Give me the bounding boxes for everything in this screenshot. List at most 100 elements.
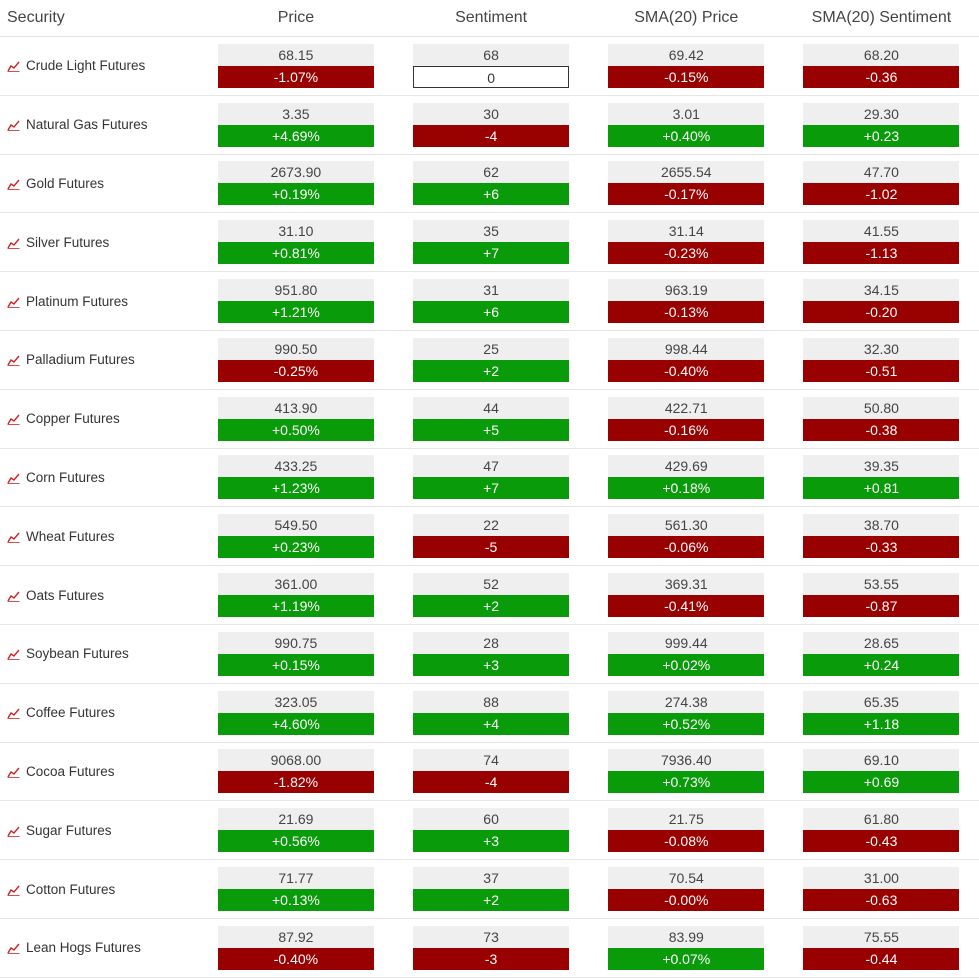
sma-price-value: 2655.54	[608, 161, 765, 184]
table-row[interactable]: Coffee Futures 323.05 +4.60% 88 +4 274.38 +0.5…	[0, 684, 979, 743]
chart-icon[interactable]	[7, 178, 20, 190]
sentiment-cell: 74 -4	[394, 749, 589, 794]
table-row[interactable]: Silver Futures 31.10 +0.81% 35 +7 31.14 -0.23%…	[0, 213, 979, 273]
security-name[interactable]: Sugar Futures	[26, 822, 112, 838]
security-name[interactable]: Cotton Futures	[26, 881, 116, 897]
security-name[interactable]: Coffee Futures	[26, 705, 116, 721]
sma-price-value: 999.44	[608, 631, 765, 654]
security-cell[interactable]: Crude Light Futures	[0, 58, 198, 73]
table-row[interactable]: Lean Hogs Futures 87.92 -0.40% 73 -3 83.99 +0.…	[0, 919, 979, 978]
security-cell[interactable]: Sugar Futures	[0, 823, 198, 838]
header-security[interactable]: Security	[7, 9, 65, 26]
chart-icon[interactable]	[7, 590, 20, 602]
table-row[interactable]: Crude Light Futures 68.15 -1.07% 68 0 69.42 -0…	[0, 37, 979, 96]
table-row[interactable]: Natural Gas Futures 3.35 +4.69% 30 -4 3.01 +0.…	[0, 96, 979, 155]
security-name[interactable]: Crude Light Futures	[26, 58, 146, 74]
security-cell[interactable]: Palladium Futures	[0, 352, 198, 367]
price-stack: 68.15 -1.07%	[217, 43, 374, 88]
security-cell[interactable]: Oats Futures	[0, 588, 198, 603]
sma-price-cell: 274.38 +0.52%	[589, 690, 784, 735]
price-change-badge: -0.40%	[217, 947, 374, 970]
chart-icon[interactable]	[7, 472, 20, 484]
security-name[interactable]: Soybean Futures	[26, 646, 129, 662]
table-row[interactable]: Cotton Futures 71.77 +0.13% 37 +2 70.54 -0.00%…	[0, 860, 979, 919]
security-cell[interactable]: Corn Futures	[0, 470, 198, 485]
security-name[interactable]: Gold Futures	[26, 175, 105, 191]
security-cell[interactable]: Natural Gas Futures	[0, 117, 198, 132]
price-change-badge: +1.21%	[217, 301, 374, 324]
table-row[interactable]: Sugar Futures 21.69 +0.56% 60 +3 21.75 -0.08% 6…	[0, 801, 979, 861]
sma-price-value: 69.42	[608, 43, 765, 66]
table-row[interactable]: Palladium Futures 990.50 -0.25% 25 +2 998.44-…	[0, 331, 979, 390]
header-price[interactable]: Price	[277, 9, 315, 26]
security-cell[interactable]: Cocoa Futures	[0, 764, 198, 779]
table-row[interactable]: Oats Futures 361.00 +1.19% 52 +2 369.31 -0.41%…	[0, 566, 979, 625]
table-row[interactable]: Gold Futures 2673.90 +0.19% 62 +6 2655.54 -0.1…	[0, 155, 979, 214]
security-cell[interactable]: Coffee Futures	[0, 705, 198, 720]
chart-icon[interactable]	[7, 825, 20, 837]
sma-price-change-badge: +0.18%	[608, 477, 765, 500]
sentiment-change-badge: +3	[413, 653, 570, 676]
security-cell[interactable]: Wheat Futures	[0, 529, 198, 544]
price-cell: 9068.00 -1.82%	[198, 749, 393, 794]
security-cell[interactable]: Gold Futures	[0, 176, 198, 191]
header-sma-sentiment[interactable]: SMA(20) Sentiment	[811, 9, 952, 26]
table-row[interactable]: Soybean Futures 990.75 +0.15% 28 +3 999.44 +0.…	[0, 625, 979, 684]
table-row[interactable]: Platinum Futures 951.80 +1.21% 31 +6 963.19 -0…	[0, 272, 979, 331]
security-name[interactable]: Lean Hogs Futures	[26, 940, 141, 956]
price-stack: 990.75 +0.15%	[217, 631, 374, 676]
security-cell[interactable]: Soybean Futures	[0, 646, 198, 661]
chart-icon[interactable]	[7, 707, 20, 720]
security-name[interactable]: Platinum Futures	[26, 293, 129, 309]
security-name[interactable]: Cocoa Futures	[26, 763, 115, 779]
sma-price-cell: 70.54 -0.00%	[589, 867, 784, 912]
table-row[interactable]: Corn Futures 433.25 +1.23% 47 +7 429.69 +0.18%…	[0, 449, 979, 508]
sma-sentiment-change-badge: -0.33	[803, 536, 960, 559]
security-name[interactable]: Palladium Futures	[26, 352, 135, 368]
sma-price-stack: 21.75 -0.08%	[608, 808, 765, 853]
security-name[interactable]: Copper Futures	[26, 411, 120, 427]
price-cell: 21.69 +0.56%	[198, 808, 393, 853]
security-name[interactable]: Corn Futures	[26, 469, 105, 485]
security-cell[interactable]: Copper Futures	[0, 411, 198, 426]
chart-icon[interactable]	[7, 354, 20, 367]
table-row[interactable]: Wheat Futures 549.50 +0.23% 22 -5 561.30 -0.06…	[0, 507, 979, 567]
chart-icon[interactable]	[7, 237, 20, 249]
price-change-badge: +0.50%	[217, 418, 374, 441]
price-value: 361.00	[217, 573, 374, 596]
security-cell[interactable]: Platinum Futures	[0, 294, 198, 309]
chart-icon[interactable]	[7, 413, 20, 426]
sentiment-cell: 30 -4	[394, 102, 589, 147]
sma-price-value: 998.44	[608, 337, 765, 360]
price-value: 87.92	[217, 925, 374, 948]
security-name[interactable]: Natural Gas Futures	[26, 117, 148, 133]
security-cell[interactable]: Cotton Futures	[0, 882, 198, 897]
sentiment-stack: 88 +4	[413, 690, 570, 735]
chart-icon[interactable]	[7, 884, 20, 896]
security-name[interactable]: Silver Futures	[26, 234, 110, 250]
header-sma-price[interactable]: SMA(20) Price	[634, 9, 739, 26]
security-name[interactable]: Oats Futures	[26, 587, 105, 603]
security-name[interactable]: Wheat Futures	[26, 528, 115, 544]
sma-sentiment-stack: 75.55 -0.44	[803, 925, 960, 970]
header-sentiment[interactable]: Sentiment	[455, 9, 528, 26]
chart-icon[interactable]	[7, 531, 20, 543]
chart-icon[interactable]	[7, 648, 20, 661]
sentiment-cell: 62 +6	[394, 161, 589, 206]
table-row[interactable]: Cocoa Futures 9068.00 -1.82% 74 -4 7936.40 +0.…	[0, 743, 979, 802]
security-cell[interactable]: Silver Futures	[0, 235, 198, 250]
sentiment-stack: 30 -4	[413, 102, 570, 147]
chart-icon[interactable]	[7, 60, 20, 73]
chart-icon[interactable]	[7, 119, 20, 132]
chart-icon[interactable]	[7, 296, 20, 308]
table-row[interactable]: Copper Futures 413.90 +0.50% 44 +5 422.71 -0.1…	[0, 390, 979, 449]
sma-sentiment-cell: 75.55 -0.44	[784, 925, 979, 970]
chart-icon[interactable]	[7, 766, 20, 778]
sma-price-change-badge: +0.02%	[608, 653, 765, 676]
chart-icon[interactable]	[7, 942, 20, 955]
sentiment-value: 44	[413, 396, 570, 419]
sma-price-value: 3.01	[608, 102, 765, 125]
security-cell[interactable]: Lean Hogs Futures	[0, 940, 198, 955]
sentiment-stack: 22 -5	[413, 514, 570, 559]
sentiment-cell: 31 +6	[394, 279, 589, 324]
